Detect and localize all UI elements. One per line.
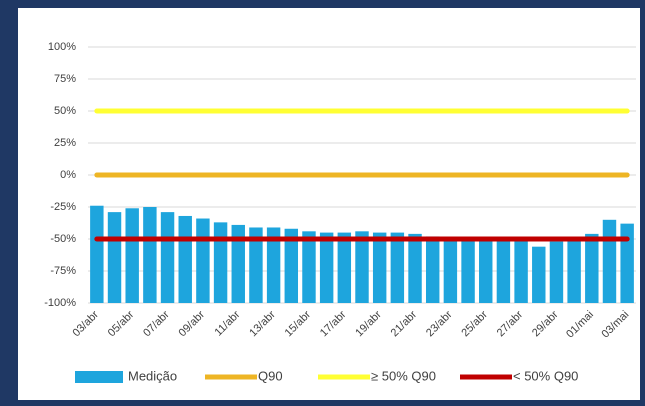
bar [107, 212, 122, 303]
bar [319, 232, 334, 303]
bar [479, 240, 493, 303]
bar [408, 233, 422, 303]
bar [620, 223, 634, 303]
legend-label: ≥ 50% Q90 [371, 368, 436, 383]
bar [90, 205, 104, 303]
bar [178, 215, 192, 303]
bar [160, 212, 175, 303]
bar [196, 218, 210, 303]
bar [567, 240, 581, 303]
y-tick-label: -75% [50, 265, 76, 277]
chart-panel [18, 8, 640, 400]
bar [372, 232, 387, 303]
bar [602, 219, 617, 303]
y-tick-label: -100% [44, 297, 76, 309]
y-tick-label: 75% [54, 73, 76, 85]
bar [585, 233, 599, 303]
legend-label: Medição [128, 368, 177, 383]
bar [143, 207, 157, 303]
bar [249, 227, 263, 303]
legend-label: < 50% Q90 [513, 368, 578, 383]
bar [549, 241, 564, 303]
bar [213, 222, 228, 303]
y-tick-label: -25% [50, 201, 76, 213]
bar [514, 237, 528, 303]
y-tick-label: 0% [60, 169, 76, 181]
bar [461, 239, 475, 303]
bar [337, 232, 352, 303]
bar [443, 237, 458, 303]
y-tick-label: -50% [50, 233, 76, 245]
bar [355, 231, 369, 303]
bar [390, 232, 405, 303]
bar [266, 227, 281, 303]
bar [231, 224, 245, 303]
bar [496, 240, 511, 303]
y-tick-label: 100% [48, 41, 76, 53]
legend-label: Q90 [258, 368, 283, 383]
bar [532, 246, 546, 303]
y-tick-label: 50% [54, 105, 76, 117]
y-tick-label: 25% [54, 137, 76, 149]
bar [125, 208, 139, 303]
bar [284, 228, 299, 303]
bar [425, 236, 440, 303]
bar [302, 231, 316, 303]
legend-swatch [75, 371, 123, 383]
